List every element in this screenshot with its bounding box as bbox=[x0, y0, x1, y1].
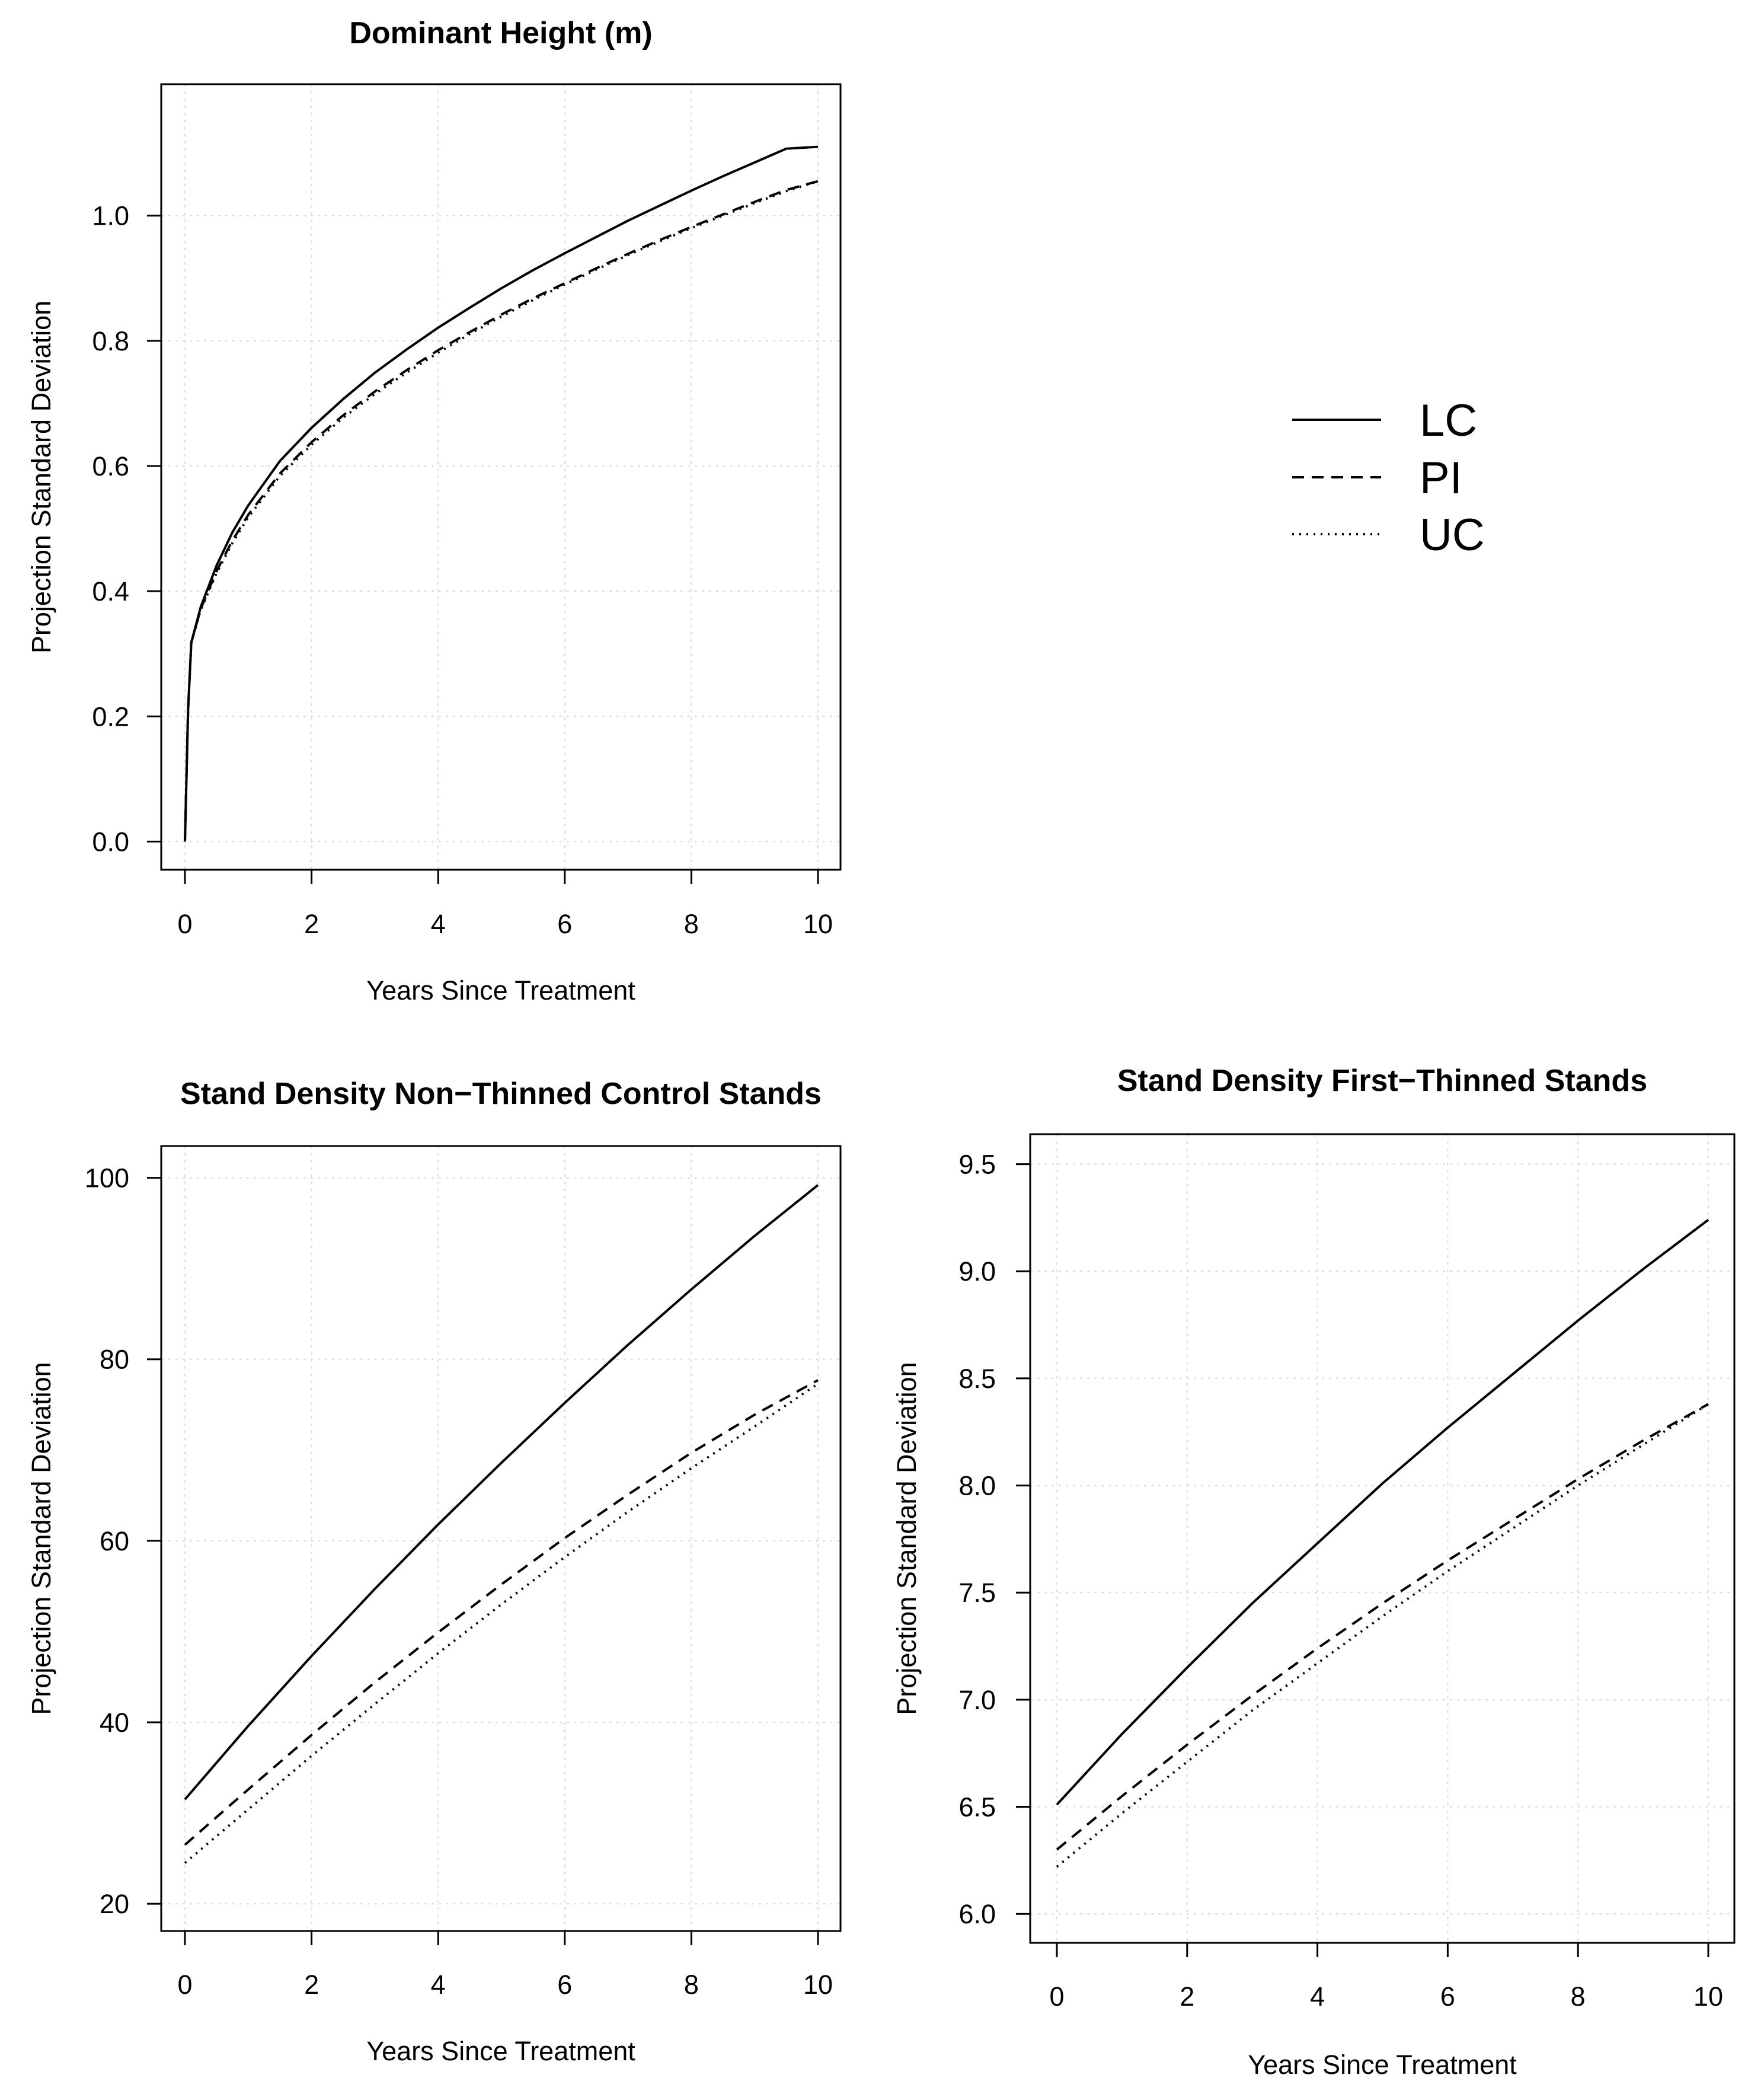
y-tick-label: 20 bbox=[100, 1889, 129, 1919]
x-tick-label: 10 bbox=[803, 1970, 833, 2000]
x-tick-label: 2 bbox=[304, 909, 319, 939]
x-tick-label: 4 bbox=[431, 909, 446, 939]
series-line-uc bbox=[1056, 1403, 1709, 1868]
series-line-pi bbox=[184, 180, 819, 842]
x-axis-title: Years Since Treatment bbox=[366, 975, 635, 1006]
x-axis-title: Years Since Treatment bbox=[1248, 2050, 1517, 2080]
x-tick-label: 8 bbox=[1571, 1981, 1586, 2012]
y-tick-label: 9.0 bbox=[958, 1256, 996, 1287]
chart-title: Stand Density Non−Thinned Control Stands bbox=[180, 1077, 822, 1111]
y-tick-label: 7.0 bbox=[958, 1685, 996, 1715]
y-tick-label: 40 bbox=[100, 1707, 129, 1738]
series-line-lc bbox=[184, 145, 819, 842]
y-tick-label: 0.4 bbox=[92, 576, 129, 607]
series-line-uc bbox=[184, 180, 819, 842]
y-tick-label: 6.5 bbox=[958, 1792, 996, 1822]
y-tick-label: 0.0 bbox=[92, 826, 129, 857]
x-tick-label: 0 bbox=[177, 909, 192, 939]
y-tick-label: 9.5 bbox=[958, 1150, 996, 1180]
x-tick-label: 2 bbox=[304, 1970, 319, 2000]
series-line-pi bbox=[184, 1379, 819, 1846]
plot-frame bbox=[1029, 1133, 1736, 1944]
y-tick-label: 80 bbox=[100, 1345, 129, 1375]
series-line-uc bbox=[184, 1383, 819, 1864]
y-tick-label: 1.0 bbox=[92, 201, 129, 231]
series-line-lc bbox=[1056, 1218, 1709, 1806]
series-line-lc bbox=[184, 1184, 819, 1801]
y-tick-label: 7.5 bbox=[958, 1578, 996, 1608]
x-tick-label: 8 bbox=[684, 1970, 699, 2000]
y-axis-title: Projection Standard Deviation bbox=[26, 301, 56, 653]
series-line-pi bbox=[1056, 1403, 1709, 1851]
x-tick-label: 0 bbox=[177, 1970, 192, 2000]
y-tick-label: 8.5 bbox=[958, 1364, 996, 1394]
legend-label-lc: LC bbox=[1420, 395, 1477, 446]
chart-panel-2: 0 2 4 6 8 10 20 40 60 80 100 Stand Density Non−Thin… bbox=[26, 1077, 842, 2066]
chart-panel-3: 0 2 4 6 8 10 6.0 6.5 7.0 7.5 8.0 8.5 9.0 9.5 Stand Den… bbox=[891, 1064, 1736, 2080]
x-tick-label: 10 bbox=[803, 909, 833, 939]
legend-label-uc: UC bbox=[1420, 510, 1485, 560]
y-tick-label: 8.0 bbox=[958, 1471, 996, 1501]
x-tick-label: 6 bbox=[557, 1970, 572, 2000]
legend: LC PI UC bbox=[1292, 395, 1485, 560]
x-tick-label: 2 bbox=[1180, 1981, 1194, 2012]
chart-title: Stand Density First−Thinned Stands bbox=[1117, 1064, 1647, 1098]
x-tick-label: 4 bbox=[1310, 1981, 1325, 2012]
x-tick-label: 10 bbox=[1693, 1981, 1723, 2012]
x-tick-label: 0 bbox=[1049, 1981, 1064, 2012]
legend-label-pi: PI bbox=[1420, 453, 1462, 503]
chart-panel-1: 0 2 4 6 8 10 0.0 0.2 0.4 0.6 0.8 1.0 Dominant Height… bbox=[26, 16, 842, 1006]
y-tick-label: 60 bbox=[100, 1526, 129, 1556]
x-tick-label: 6 bbox=[1440, 1981, 1455, 2012]
y-axis-title: Projection Standard Deviation bbox=[26, 1362, 56, 1715]
x-tick-label: 6 bbox=[557, 909, 572, 939]
y-tick-label: 0.6 bbox=[92, 451, 129, 481]
chart-title: Dominant Height (m) bbox=[349, 16, 652, 50]
plot-frame bbox=[160, 83, 842, 871]
plot-frame bbox=[160, 1145, 842, 1932]
y-axis-title: Projection Standard Deviation bbox=[891, 1362, 922, 1715]
y-tick-label: 6.0 bbox=[958, 1899, 996, 1929]
x-tick-label: 4 bbox=[431, 1970, 446, 2000]
x-tick-label: 8 bbox=[684, 909, 699, 939]
y-tick-label: 100 bbox=[85, 1163, 129, 1193]
y-tick-label: 0.2 bbox=[92, 701, 129, 732]
y-tick-label: 0.8 bbox=[92, 326, 129, 356]
x-axis-title: Years Since Treatment bbox=[366, 2036, 635, 2066]
